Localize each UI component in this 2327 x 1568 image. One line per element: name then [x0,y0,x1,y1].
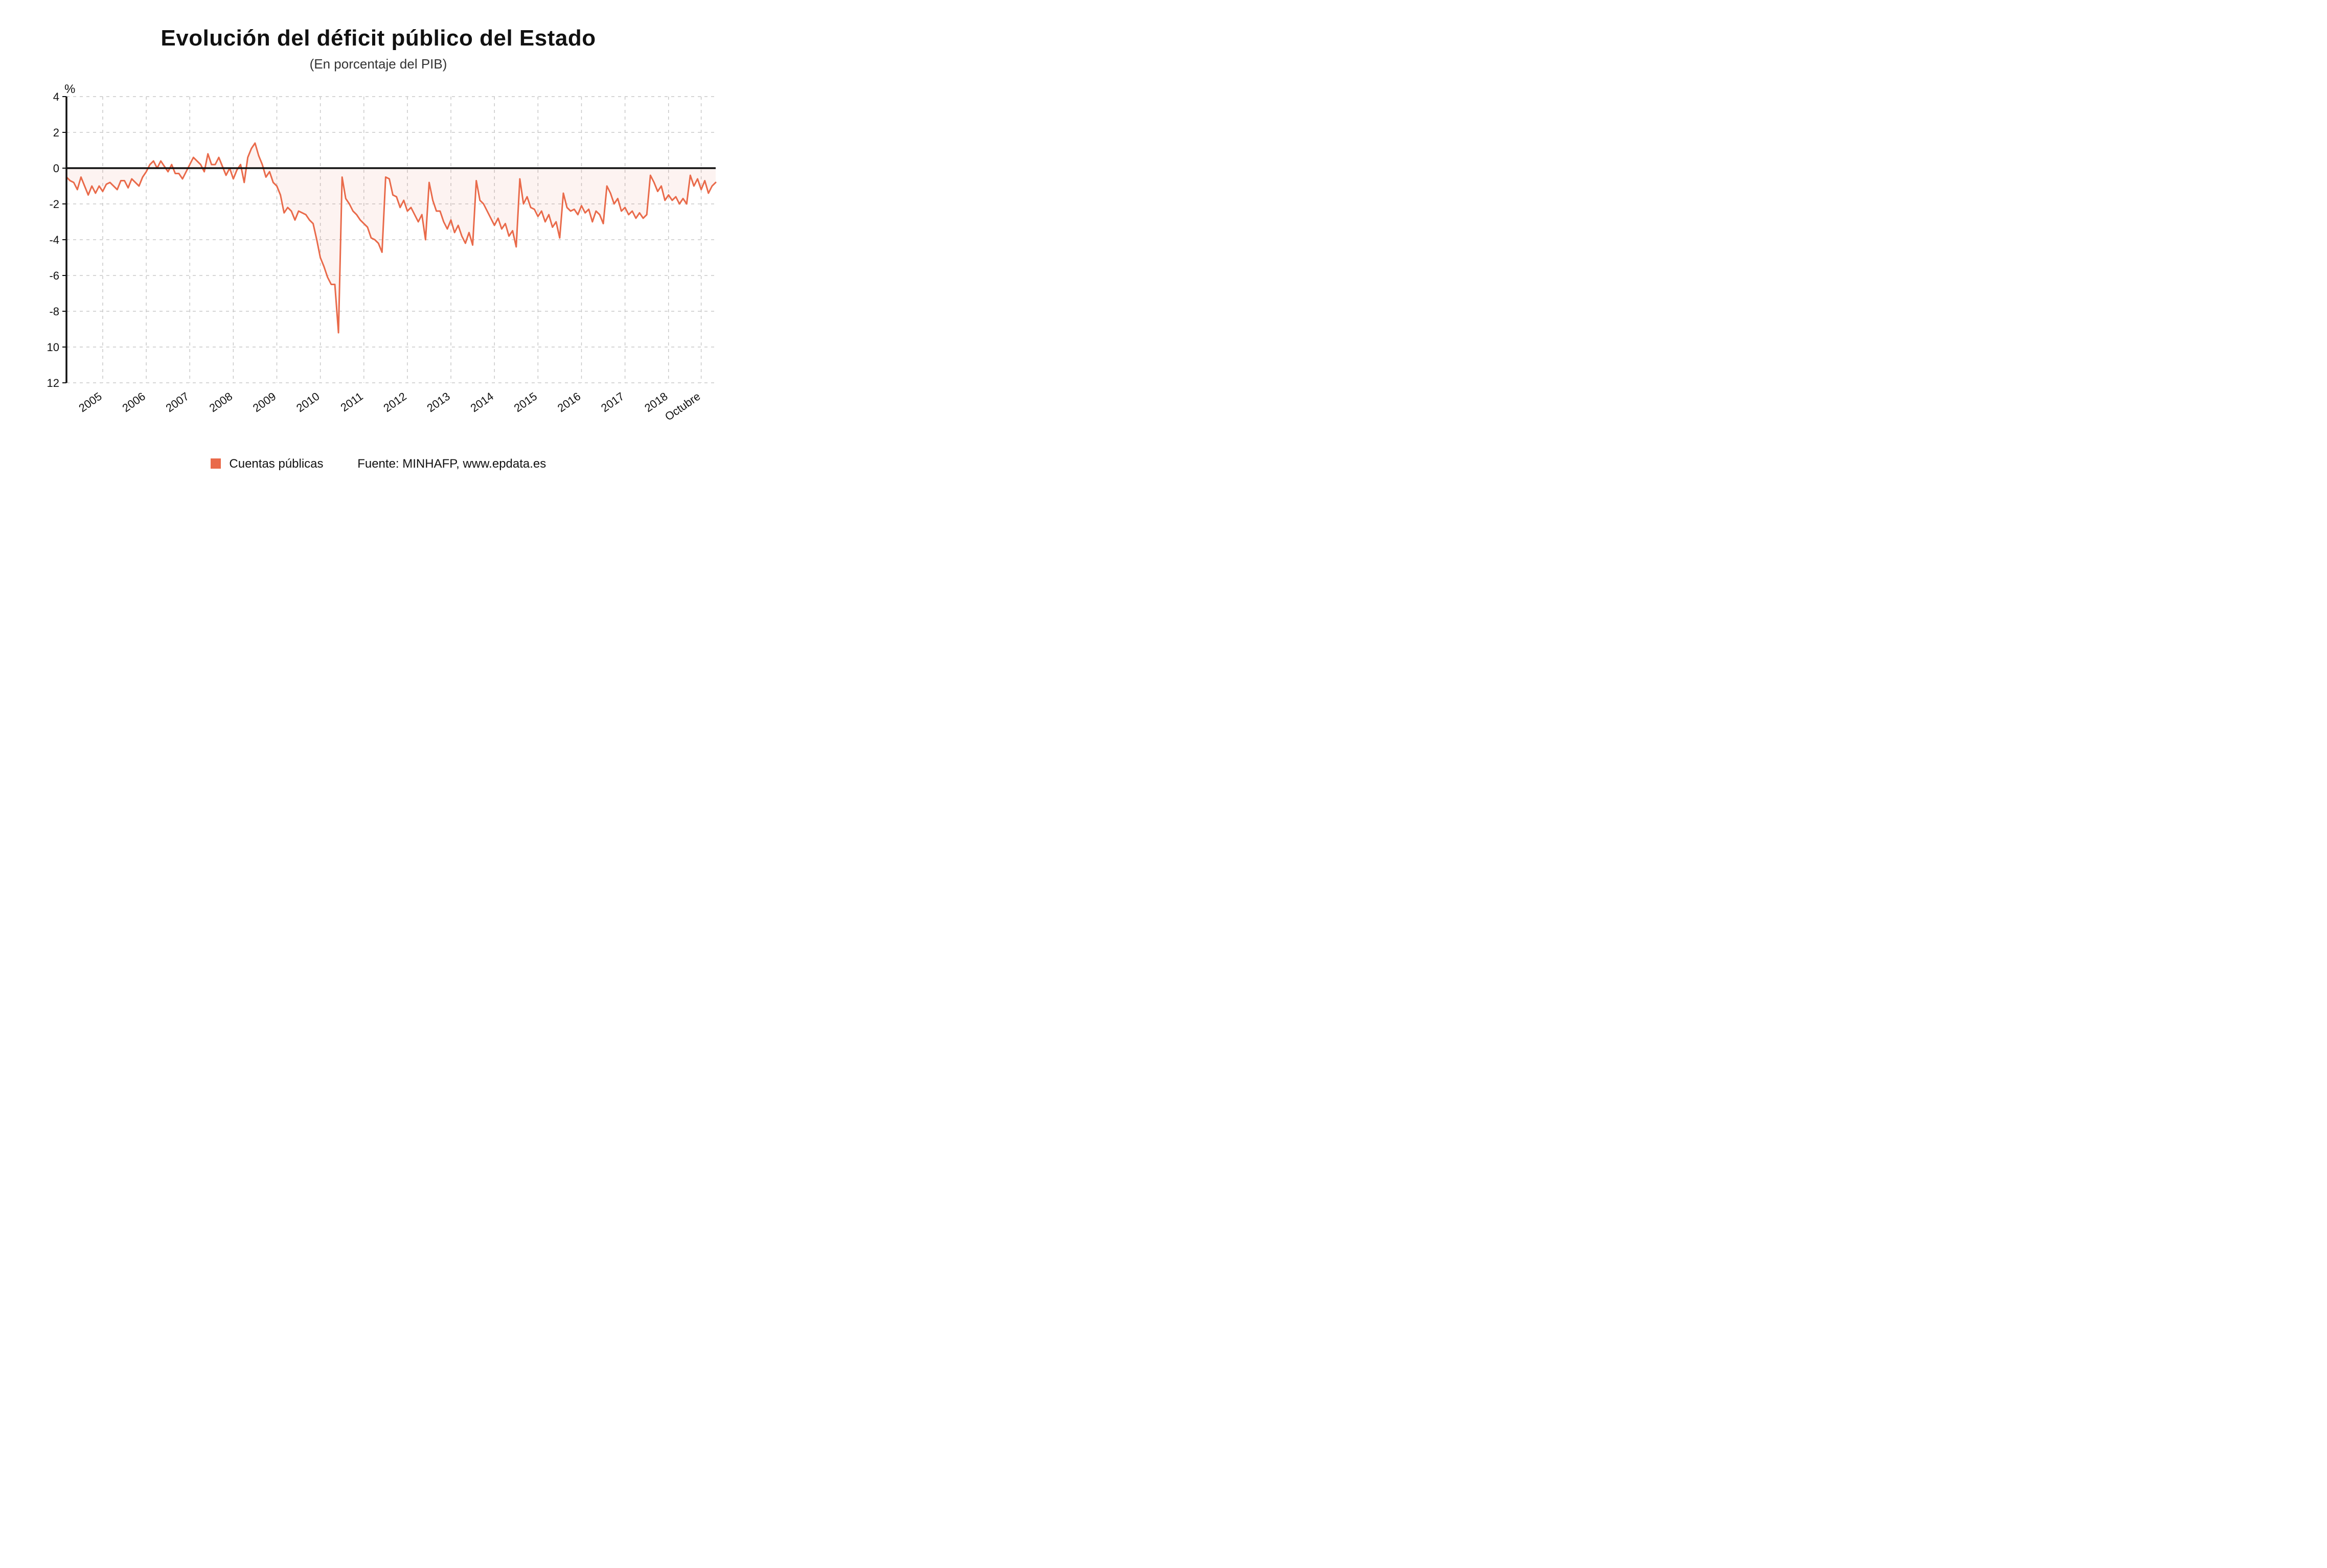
y-tick-label: 10 [47,341,59,354]
series-fill [66,143,716,333]
chart-subtitle: (En porcentaje del PIB) [31,56,726,72]
x-tick-label: 2017 [599,390,626,415]
y-tick-label: -8 [49,305,59,318]
x-tick-label: 2016 [555,390,583,415]
x-tick-label: 2015 [512,390,539,415]
chart-page: Evolución del déficit público del Estado… [0,0,757,502]
deficit-line-chart: 420-2-4-6-810122005200620072008200920102… [31,97,726,434]
y-tick-label: -4 [49,234,59,246]
y-tick-label: -6 [49,269,59,282]
x-tick-label: Octubre [663,390,702,423]
y-tick-label: 0 [53,162,59,175]
x-tick-label: 2006 [120,390,148,415]
x-tick-label: 2011 [338,390,366,414]
y-axis-unit-label: % [64,82,726,97]
legend-series-label: Cuentas públicas [229,457,323,471]
x-tick-label: 2014 [468,390,496,415]
legend-swatch [211,458,221,469]
x-tick-label: 2013 [424,390,452,415]
x-tick-label: 2005 [76,390,104,415]
y-tick-label: 12 [47,377,59,389]
x-tick-label: 2012 [381,390,408,415]
legend-source-label: Fuente: MINHAFP, www.epdata.es [357,457,546,471]
y-tick-label: 4 [53,90,59,103]
x-tick-label: 2009 [250,390,278,415]
chart-title: Evolución del déficit público del Estado [31,26,726,51]
x-tick-label: 2010 [294,390,322,415]
y-tick-label: 2 [53,126,59,139]
chart-container: 420-2-4-6-810122005200620072008200920102… [31,97,726,436]
x-tick-label: 2008 [207,390,235,415]
x-tick-label: 2007 [164,390,191,415]
y-tick-label: -2 [49,198,59,211]
legend-row: Cuentas públicas Fuente: MINHAFP, www.ep… [31,457,726,471]
